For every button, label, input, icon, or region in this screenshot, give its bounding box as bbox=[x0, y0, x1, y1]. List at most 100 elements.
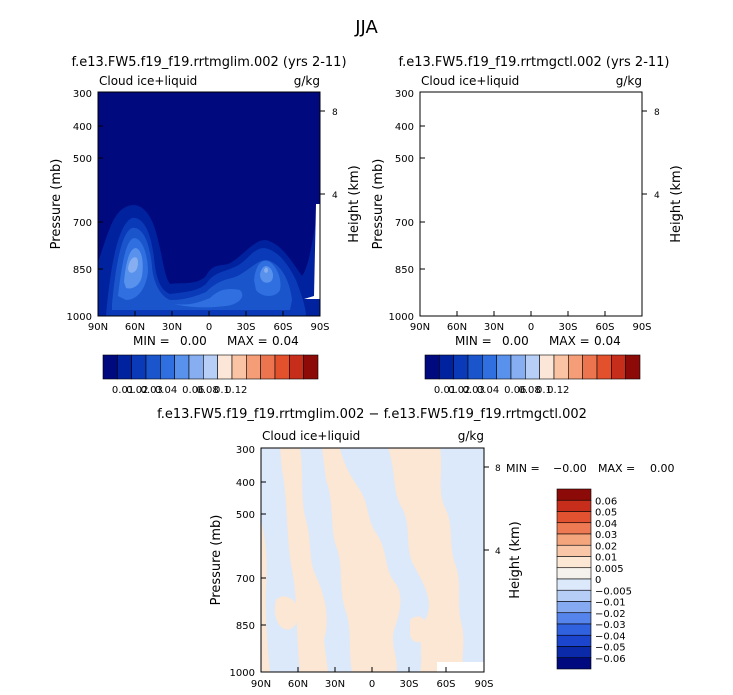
panel-2: f.e13.FW5.f19_f19.rrtmgctl.002 (yrs 2-11… bbox=[371, 55, 684, 396]
panel-3-xtick: 30N bbox=[325, 679, 345, 690]
panel-1-colorbar-box bbox=[131, 354, 147, 380]
panel-1-ytick: 300 bbox=[73, 89, 92, 100]
panel-1-y2-axis: 8 4 Height (km) bbox=[320, 108, 362, 243]
panel-3-units: g/kg bbox=[458, 429, 484, 443]
panel-3-colorbar-box bbox=[556, 499, 592, 512]
panel-3-colorbar-box bbox=[556, 578, 592, 591]
panel-3-colorbar-box bbox=[556, 556, 592, 569]
panel-2-colorbar-label: 0.12 bbox=[547, 385, 569, 396]
panel-2-colorbar-box bbox=[582, 354, 598, 380]
panel-2-colorbar-box bbox=[482, 354, 497, 380]
panel-1-y2tick: 8 bbox=[332, 108, 338, 118]
panel-3-colorbar-box bbox=[556, 634, 592, 647]
panel-3-max-label: MAX = bbox=[598, 462, 635, 475]
panel-2-min-label: MIN = bbox=[455, 334, 492, 348]
panel-1-y2label: Height (km) bbox=[347, 165, 362, 242]
panel-1-max-value: 0.04 bbox=[272, 334, 299, 348]
panel-3-colorbar-box bbox=[556, 488, 592, 501]
panel-3-min-label: MIN = bbox=[506, 462, 540, 475]
panel-1-colorbar-box bbox=[289, 354, 304, 380]
panel-2-colorbar-box bbox=[525, 354, 540, 380]
panel-3-xtick: 90S bbox=[474, 679, 493, 690]
panel-2-xtick: 90N bbox=[410, 322, 430, 333]
panel-3-max-value: 0.00 bbox=[650, 462, 675, 475]
panel-1-colorbar-label: 0.01 bbox=[112, 385, 134, 396]
panel-3-min-value: −0.00 bbox=[553, 462, 587, 475]
panel-1-colorbar-box bbox=[274, 354, 290, 380]
panel-1-colorbar-label: 0.08 bbox=[197, 385, 219, 396]
panel-2-colorbar-box bbox=[625, 354, 641, 380]
panel-3-colorbar-label: 0.05 bbox=[595, 508, 617, 519]
panel-1-colorbar-box bbox=[303, 354, 319, 380]
panel-3-ytick: 1000 bbox=[230, 668, 255, 679]
panel-2-colorbar-box bbox=[611, 354, 626, 380]
panel-2-y2-axis: 8 4 Height (km) bbox=[642, 108, 684, 243]
panel-3-colorbar-label: −0.03 bbox=[595, 620, 626, 631]
panel-1-colorbar-box bbox=[260, 354, 276, 380]
panel-2-xtick: 60S bbox=[595, 322, 614, 333]
panel-3: f.e13.FW5.f19_f19.rrtmglim.002 − f.e13.F… bbox=[157, 407, 674, 690]
panel-3-xtick: 0 bbox=[369, 679, 375, 690]
panel-1-colorbar-label: 0.06 bbox=[182, 385, 204, 396]
panel-2-xtick: 90S bbox=[632, 322, 651, 333]
panel-2-colorbar: 0.010.020.030.04 0.060.080.10.12 bbox=[424, 354, 641, 396]
panel-1-contours bbox=[98, 92, 320, 316]
panel-2-colorbar-box bbox=[467, 354, 483, 380]
panel-2-title: f.e13.FW5.f19_f19.rrtmgctl.002 (yrs 2-11… bbox=[398, 55, 669, 70]
panel-2-colorbar-box bbox=[596, 354, 612, 380]
panel-2-frame bbox=[419, 91, 643, 317]
panel-3-colorbar-box bbox=[556, 522, 592, 535]
panel-3-ytick: 300 bbox=[236, 445, 255, 456]
panel-2-variable-label: Cloud ice+liquid bbox=[421, 74, 519, 88]
panel-1-xtick: 60S bbox=[273, 322, 292, 333]
panel-1-xtick: 30S bbox=[236, 322, 255, 333]
panel-3-colorbar-box bbox=[556, 612, 592, 625]
panel-2-colorbar-box bbox=[496, 354, 512, 380]
panel-1-xtick: 60N bbox=[125, 322, 145, 333]
panel-1-min-label: MIN = bbox=[133, 334, 170, 348]
panel-2-y2label: Height (km) bbox=[669, 165, 684, 242]
panel-3-y2tick: 4 bbox=[495, 547, 501, 557]
panel-2-minmax: MIN = 0.00 MAX = 0.04 bbox=[455, 334, 621, 348]
panel-3-xtick: 90N bbox=[251, 679, 271, 690]
panel-2-xtick: 60N bbox=[447, 322, 467, 333]
panel-1: f.e13.FW5.f19_f19.rrtmglim.002 (yrs 2-11… bbox=[49, 55, 362, 396]
panel-3-y2tick: 8 bbox=[495, 464, 501, 474]
panel-2-colorbar-box bbox=[439, 354, 454, 380]
panel-2-ytick: 700 bbox=[395, 218, 414, 229]
panel-1-xtick: 90N bbox=[88, 322, 108, 333]
panel-1-x-axis: 90N 60N 30N 0 30S 60S 90S bbox=[88, 311, 330, 333]
panel-2-colorbar-box bbox=[453, 354, 469, 380]
panel-1-ytick: 850 bbox=[73, 265, 92, 276]
panel-2-ytick: 400 bbox=[395, 122, 414, 133]
panel-1-xtick: 30N bbox=[162, 322, 182, 333]
panel-3-colorbar-label: −0.02 bbox=[595, 609, 626, 620]
panel-1-colorbar-label: 0.02 bbox=[126, 385, 148, 396]
panel-1-ylabel: Pressure (mb) bbox=[49, 159, 64, 250]
panel-2-y2tick: 4 bbox=[654, 191, 660, 201]
page-title: JJA bbox=[355, 17, 378, 38]
panel-1-colorbar-box bbox=[246, 354, 261, 380]
panel-3-variable-label: Cloud ice+liquid bbox=[262, 429, 360, 443]
panel-2-colorbar-label: 0.06 bbox=[504, 385, 526, 396]
panel-1-max-label: MAX = bbox=[227, 334, 268, 348]
panel-3-colorbar-box bbox=[556, 657, 592, 670]
panel-3-colorbar-box bbox=[556, 567, 592, 580]
panel-3-colorbar-label: −0.06 bbox=[595, 654, 626, 665]
panel-3-colorbar-label: 0 bbox=[595, 575, 601, 586]
panel-1-colorbar-box bbox=[102, 354, 118, 380]
panel-2-xtick: 0 bbox=[528, 322, 534, 333]
panel-2-y-axis: 300 400 500 700 850 1000 Pressure (mb) bbox=[371, 89, 425, 323]
panel-1-y-axis: 300 400 500 700 850 1000 Pressure (mb) bbox=[49, 89, 103, 323]
panel-1-colorbar-box bbox=[117, 354, 132, 380]
panel-3-contours bbox=[261, 448, 484, 672]
panel-3-colorbar-label: −0.005 bbox=[595, 586, 632, 597]
panel-2-y2tick: 8 bbox=[654, 108, 660, 118]
panel-3-colorbar-box bbox=[556, 589, 592, 602]
panel-2-ytick: 500 bbox=[395, 154, 414, 165]
panel-3-colorbar-label: −0.04 bbox=[595, 631, 626, 642]
panel-3-colorbar-label: 0.04 bbox=[595, 519, 617, 530]
panel-3-xtick: 30S bbox=[399, 679, 418, 690]
panel-1-xtick: 90S bbox=[310, 322, 329, 333]
panel-1-title: f.e13.FW5.f19_f19.rrtmglim.002 (yrs 2-11… bbox=[71, 55, 346, 70]
